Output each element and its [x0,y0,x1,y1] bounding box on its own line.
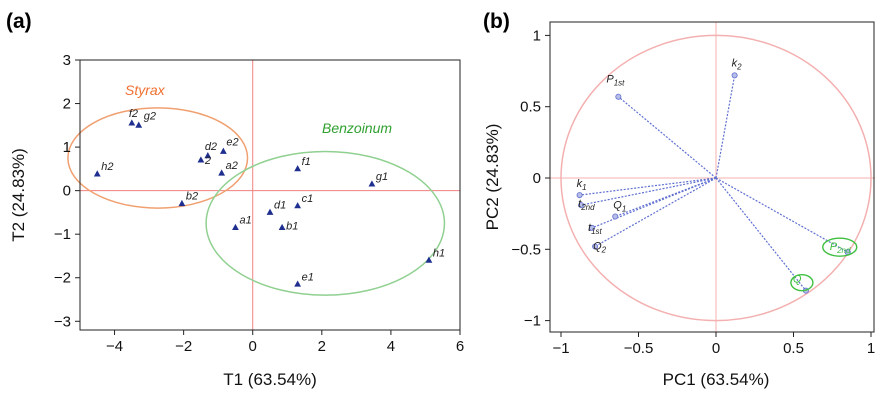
data-point-g1 [368,180,376,187]
x-tick-label: −1 [552,340,569,357]
point-label-g2: g2 [144,110,156,122]
loading-vector-t2nd [581,177,717,206]
y-tick-label: −1 [524,313,541,330]
vector-label-k1: k1 [577,178,587,192]
panel-a: (a) Styrax Benzoinum f2 g2 d2 e2 2 a2 h2 b2 f1 g1 c1 d… [6,10,464,389]
point-label-d1: d1 [274,199,286,211]
group-ellipse-benzoinum [205,150,446,296]
data-point-b1 [278,223,286,231]
vector-label-P2nd: P2nd [830,241,851,255]
x-tick-label: 0 [249,338,257,355]
point-label-a1: a1 [239,215,251,227]
loading-vector-Q [715,177,807,292]
loading-vector-Q1 [615,177,717,218]
x-tick-label: 1 [867,340,875,357]
y-tick-label: 1 [63,139,71,156]
point-label-g1: g1 [376,171,388,183]
point-label-a2: a2 [226,160,238,172]
data-point-2 [197,156,205,163]
y-axis-label: PC2 (24.83%) [483,124,502,231]
y-tick-label: 0 [63,183,71,200]
loading-point-P1st [615,93,622,100]
loading-vector-P1st [617,96,717,179]
point-label-b1: b1 [286,221,298,233]
vector-label-Q: Q [793,274,802,286]
vector-label-Q1: Q1 [613,200,626,214]
loading-point-k1 [576,192,583,199]
data-point-e2 [219,147,227,154]
y-axis-label: T2 (24.83%) [9,148,28,242]
data-point-e1 [294,280,302,287]
y-tick-label: 1 [533,27,541,44]
loading-point-t1st [589,224,596,231]
y-tick-label: 0 [533,170,541,187]
x-tick-label: −2 [175,338,192,355]
vector-label-t2nd: t2nd [578,198,595,212]
loading-vector-k1 [579,177,717,196]
loading-point-k2 [731,72,738,79]
loading-point-Q2 [592,243,599,250]
point-label-c1: c1 [302,193,314,205]
highlight-ellipse-q [790,273,814,292]
group-ellipse-styrax [67,107,249,209]
point-label-2: 2 [204,155,211,167]
point-label-e1: e1 [302,271,314,283]
y-tick-label: −3 [54,313,71,330]
data-point-f1 [294,165,302,172]
vector-label-t1st: t1st [588,222,603,236]
x-tick-label: −4 [106,338,123,355]
y-tick-label: −1 [54,226,71,243]
x-tick-label: −0.5 [624,340,654,357]
data-point-h1 [425,256,433,263]
data-point-d1 [266,208,274,215]
loading-vector-Q2 [594,177,717,247]
x-tick-label: 0 [712,340,720,357]
point-label-h2: h2 [101,161,113,173]
vector-label-Q2: Q2 [593,240,607,254]
x-tick-label: 4 [387,338,395,355]
x-tick-label: 6 [456,338,464,355]
data-point-g2 [135,121,143,128]
panel-b: (b) P1st k2 k1 t2nd t1st Q1 Q2 P2nd Q −1 −0.5 0 0.5 1 1… [483,10,875,389]
loading-point-Q1 [612,213,619,220]
point-label-d2: d2 [205,141,217,153]
loading-vector-k2 [715,75,736,179]
data-point-b2 [178,199,186,207]
y-tick-label: 0.5 [520,99,541,116]
y-tick-label: 3 [63,52,71,69]
y-tick-label: 2 [63,96,71,113]
data-point-h2 [93,170,101,177]
point-label-f2: f2 [129,108,138,120]
point-label-h1: h1 [433,247,445,259]
data-point-c1 [294,202,302,209]
panel-b-label: (b) [483,10,510,33]
point-label-f1: f1 [302,156,311,168]
group-label-benzoinum: Benzoinum [322,120,392,136]
point-label-b2: b2 [186,191,198,203]
vector-label-P1st: P1st [606,74,625,88]
data-point-a1 [232,223,239,231]
data-point-f2 [128,119,136,126]
group-label-styrax: Styrax [125,82,166,98]
x-axis-label: T1 (63.54%) [223,370,317,389]
data-point-a2 [218,169,226,176]
data-point-d2 [204,152,212,159]
x-tick-label: 0.5 [783,340,804,357]
y-tick-label: −2 [54,270,71,287]
vector-label-k2: k2 [732,57,743,71]
unit-circle [560,34,872,322]
x-tick-label: 2 [318,338,326,355]
panel-a-frame [79,59,461,331]
x-axis-label: PC1 (63.54%) [663,370,770,389]
panel-a-label: (a) [6,10,32,33]
y-tick-label: −0.5 [511,241,541,258]
point-label-e2: e2 [226,136,238,148]
loading-vector-P2nd [715,177,849,253]
highlight-ellipse-p2nd [822,237,858,257]
loading-point-t2nd [578,202,585,209]
panel-b-frame [549,21,875,333]
loading-vector-t1st [591,177,717,229]
